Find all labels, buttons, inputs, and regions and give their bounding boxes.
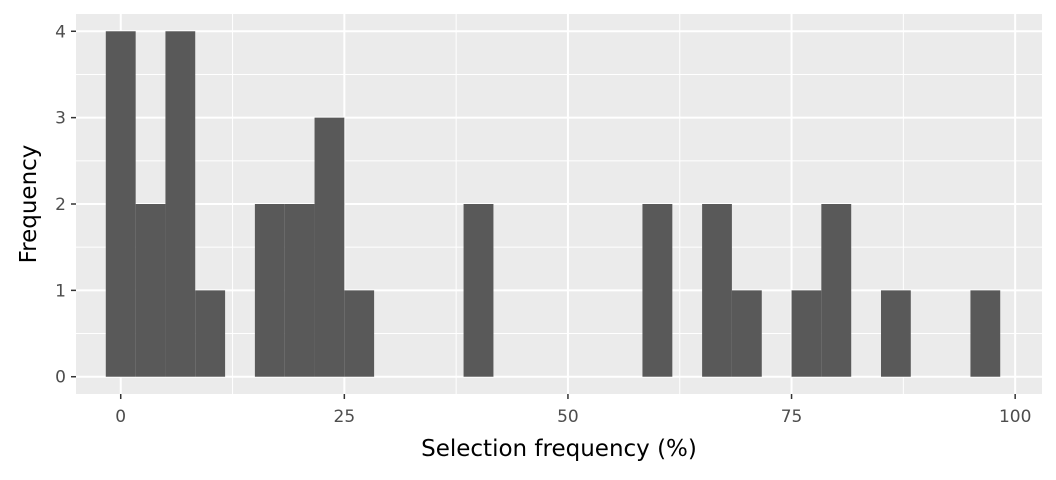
histogram-bar	[135, 204, 166, 377]
histogram-bar	[463, 204, 494, 377]
bars	[105, 31, 1001, 377]
x-axis: 0 25 50 75 100	[115, 394, 1031, 427]
x-axis-title: Selection frequency (%)	[421, 436, 697, 462]
histogram-bar	[105, 31, 136, 377]
histogram-bar	[284, 204, 315, 377]
histogram-bar	[702, 204, 732, 377]
histogram-bar	[195, 290, 226, 377]
x-tick-label: 0	[115, 407, 126, 427]
y-tick-label: 4	[55, 22, 66, 42]
histogram-bar	[642, 204, 673, 377]
histogram-bar	[821, 204, 852, 377]
y-tick-label: 1	[55, 281, 66, 301]
x-tick-label: 50	[557, 407, 579, 427]
histogram-bar	[881, 290, 911, 377]
y-axis-title: Frequency	[16, 145, 42, 264]
histogram-bar	[970, 290, 1001, 377]
y-axis: 0 1 2 3 4	[55, 22, 76, 388]
histogram-bar	[254, 204, 285, 377]
x-tick-label: 25	[334, 407, 356, 427]
y-tick-label: 0	[55, 368, 66, 388]
y-tick-label: 3	[55, 109, 66, 129]
histogram-bar	[731, 290, 762, 377]
x-tick-label: 100	[999, 407, 1031, 427]
y-tick-label: 2	[55, 195, 66, 215]
x-tick-label: 75	[781, 407, 803, 427]
histogram-bar	[344, 290, 375, 377]
histogram-bar	[165, 31, 196, 377]
histogram-bar	[314, 117, 345, 377]
histogram-bar	[791, 290, 822, 377]
